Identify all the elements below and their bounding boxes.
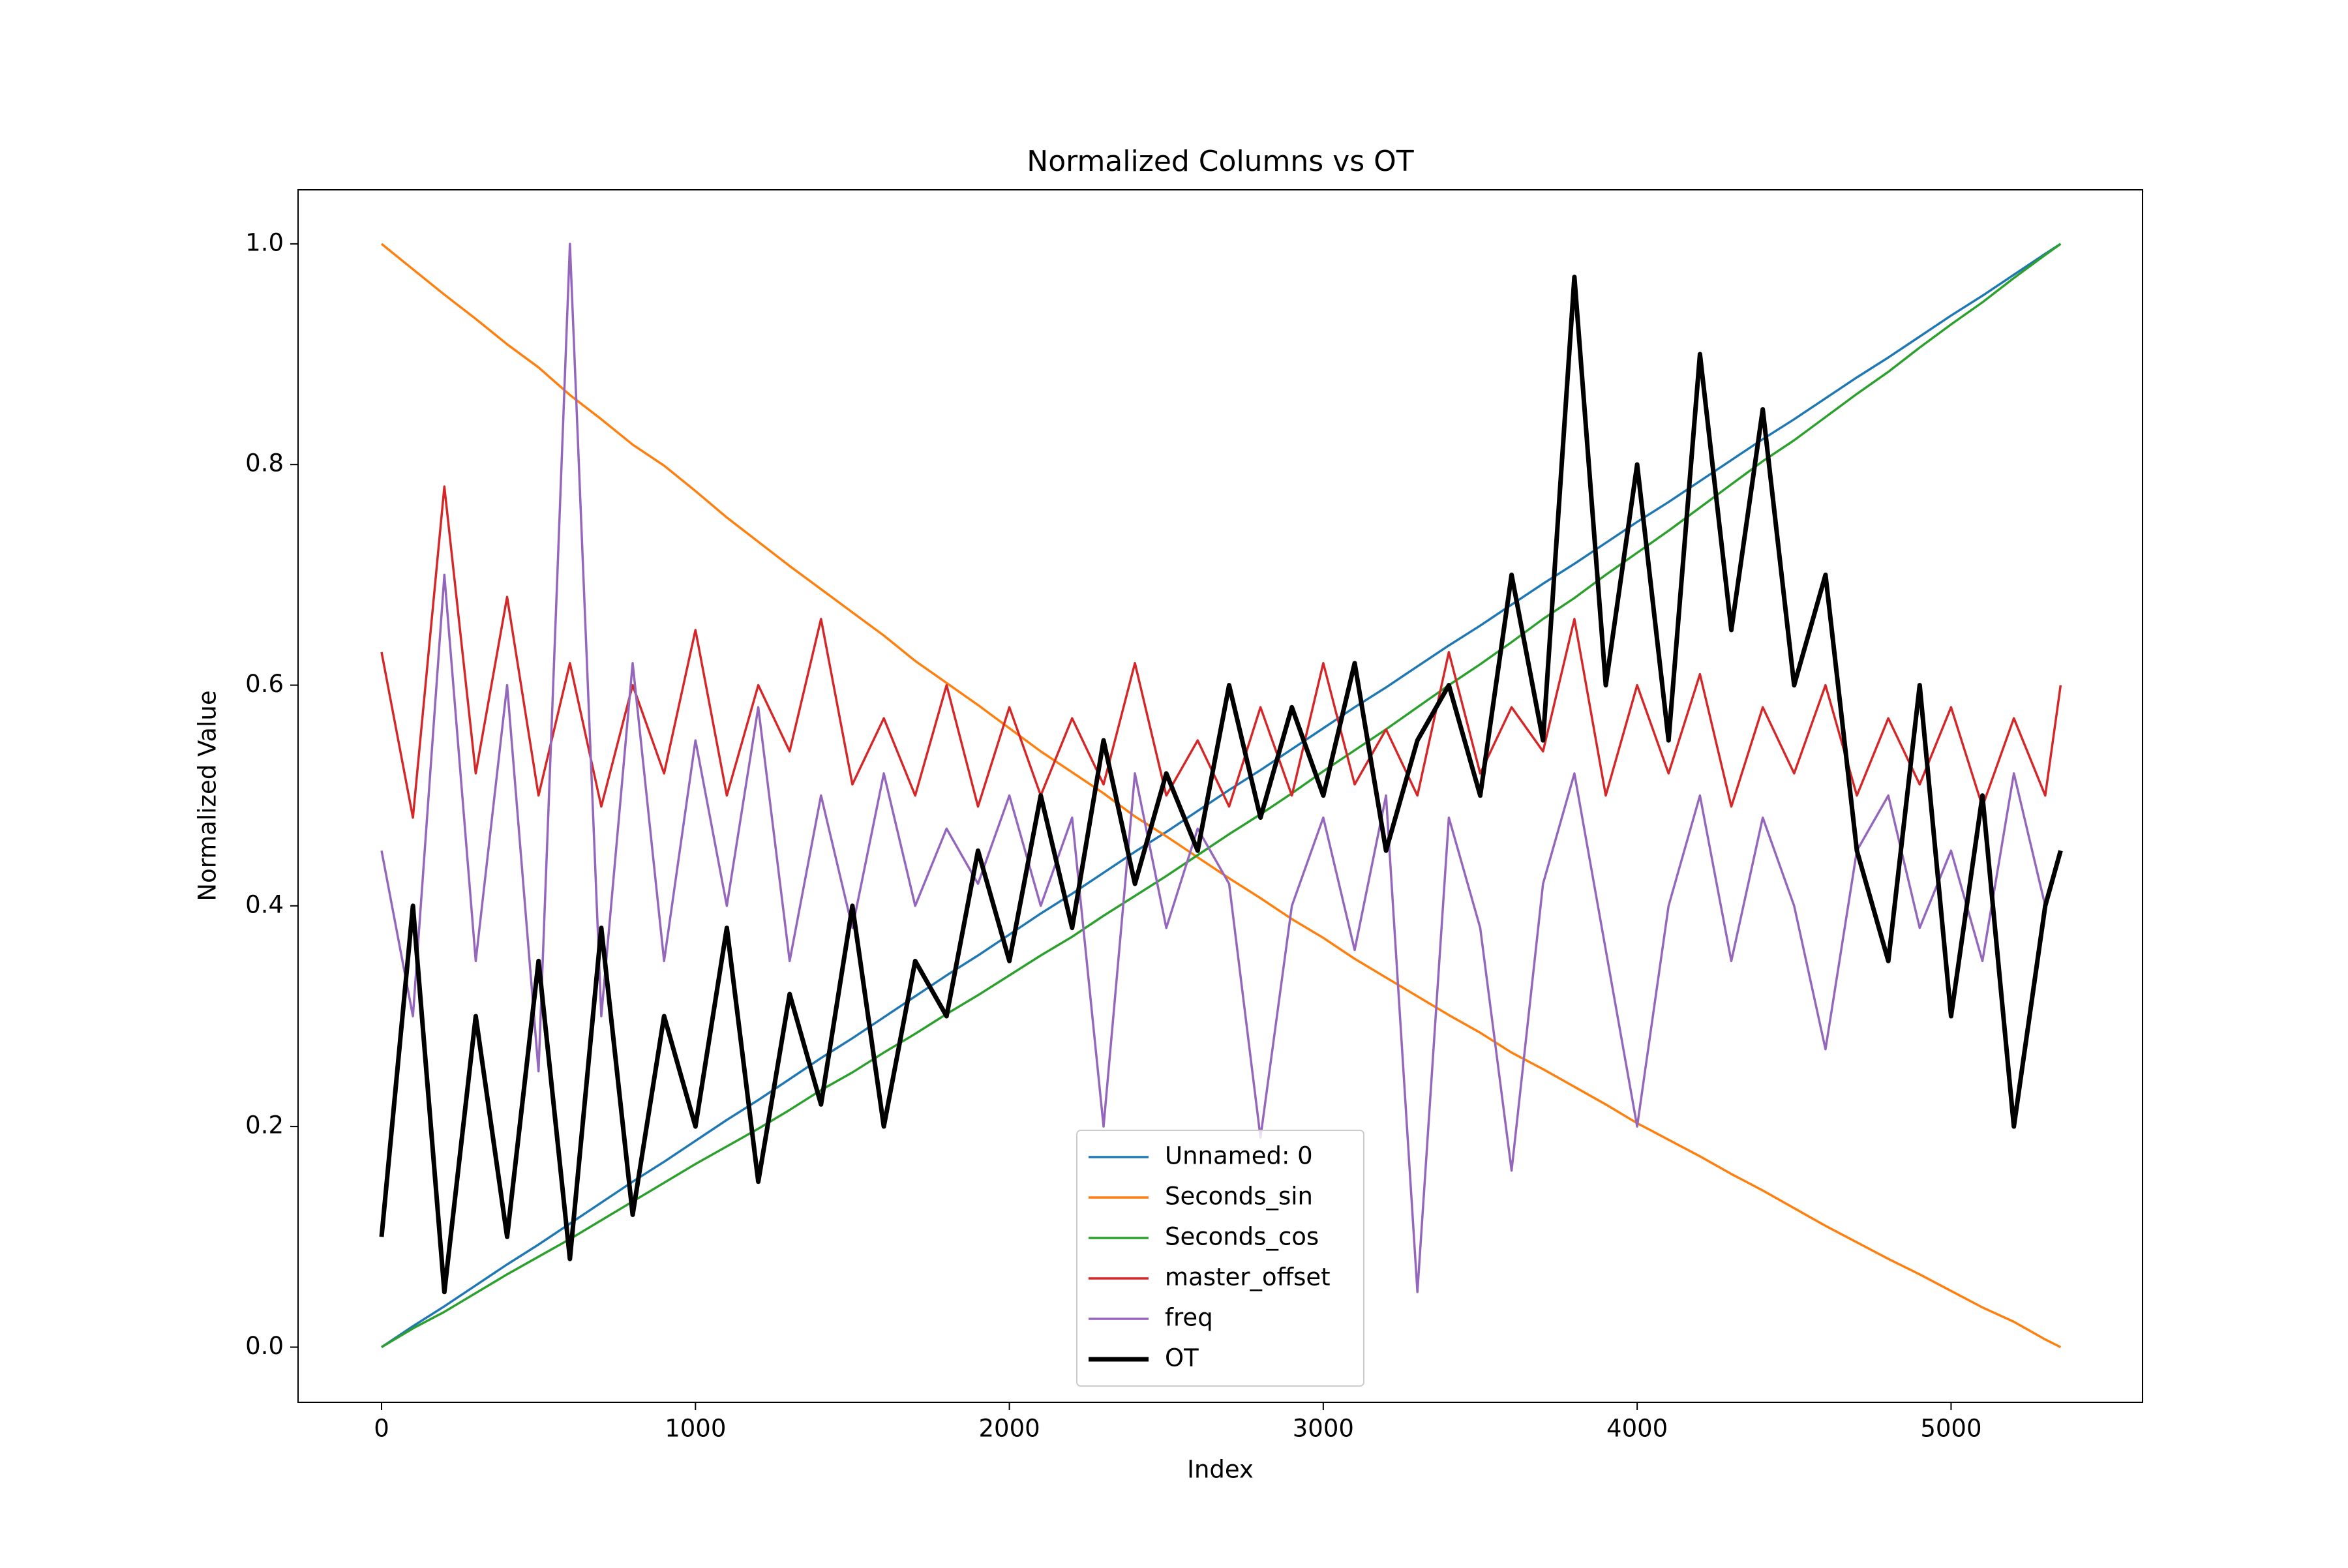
chart-title: Normalized Columns vs OT bbox=[1027, 145, 1414, 178]
y-tick-label: 0.2 bbox=[245, 1111, 284, 1139]
y-tick-label: 0.8 bbox=[245, 449, 284, 477]
legend-label: freq bbox=[1165, 1304, 1213, 1332]
plot-frame bbox=[297, 189, 2143, 1403]
series-line bbox=[380, 485, 2062, 819]
y-tick-label: 0.6 bbox=[245, 670, 284, 698]
series-line bbox=[380, 243, 2062, 1348]
y-tick-label: 1.0 bbox=[245, 228, 284, 256]
x-tick-label: 1000 bbox=[665, 1415, 726, 1443]
legend-label: Seconds_sin bbox=[1165, 1183, 1313, 1211]
x-tick-label: 4000 bbox=[1606, 1415, 1668, 1443]
series-line bbox=[381, 243, 2062, 1348]
series-line bbox=[381, 243, 2062, 1348]
legend-box bbox=[1076, 1130, 1364, 1387]
legend-label: Unnamed: 0 bbox=[1165, 1142, 1313, 1170]
x-tick-label: 5000 bbox=[1920, 1415, 1981, 1443]
legend-label: OT bbox=[1165, 1344, 1199, 1372]
legend-label: master_offset bbox=[1165, 1263, 1331, 1291]
series-line bbox=[379, 275, 2063, 1295]
legend-label: Seconds_cos bbox=[1165, 1223, 1319, 1251]
x-tick-label: 0 bbox=[374, 1415, 389, 1443]
x-tick-label: 2000 bbox=[978, 1415, 1040, 1443]
y-tick-label: 0.4 bbox=[245, 890, 284, 918]
y-tick-label: 0.0 bbox=[245, 1332, 284, 1360]
x-axis-label: Index bbox=[1187, 1456, 1254, 1484]
y-axis-label: Normalized Value bbox=[194, 690, 222, 901]
series-line bbox=[380, 243, 2062, 1293]
x-tick-label: 3000 bbox=[1293, 1415, 1354, 1443]
